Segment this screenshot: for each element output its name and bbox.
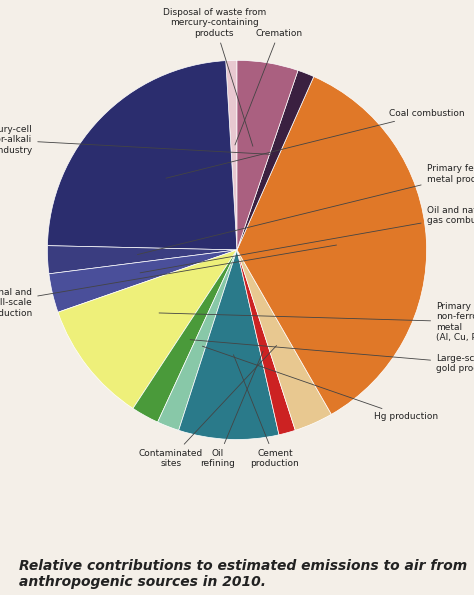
Wedge shape [179,250,279,440]
Wedge shape [49,250,237,312]
Wedge shape [47,246,237,274]
Wedge shape [237,70,314,250]
Text: Primary
non-ferrous
metal
(Al, Cu, Pb, Zn): Primary non-ferrous metal (Al, Cu, Pb, Z… [159,302,474,342]
Text: Mercury-cell
chlor-alkali
industry: Mercury-cell chlor-alkali industry [0,125,272,155]
Text: Relative contributions to estimated emissions to air from
anthropogenic sources : Relative contributions to estimated emis… [19,559,467,589]
Text: Contaminated
sites: Contaminated sites [138,346,276,468]
Wedge shape [237,250,295,435]
Text: Cement
production: Cement production [234,355,299,468]
Wedge shape [237,77,427,414]
Wedge shape [58,250,237,408]
Text: Coal combustion: Coal combustion [166,109,465,178]
Text: Primary ferrous
metal production: Primary ferrous metal production [137,164,474,255]
Wedge shape [133,250,237,422]
Text: Artisanal and
small-scale
gold production: Artisanal and small-scale gold productio… [0,245,337,318]
Text: Hg production: Hg production [202,346,438,421]
Text: Large-scale
gold production: Large-scale gold production [190,340,474,373]
Text: Disposal of waste from
mercury-containing
products: Disposal of waste from mercury-containin… [163,8,266,146]
Wedge shape [158,250,237,430]
Text: Oil and natural
gas combustion: Oil and natural gas combustion [140,206,474,273]
Text: Oil
refining: Oil refining [201,351,263,468]
Wedge shape [237,60,298,250]
Text: Cremation: Cremation [235,29,302,145]
Wedge shape [47,61,237,250]
Wedge shape [226,60,237,250]
Wedge shape [237,250,331,430]
